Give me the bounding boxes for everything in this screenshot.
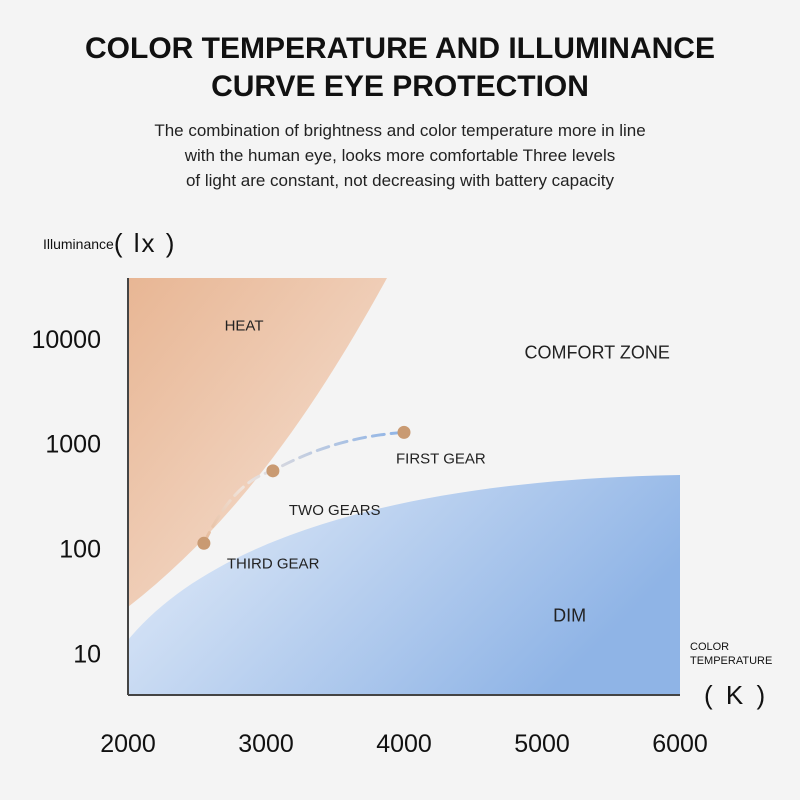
dim-region [128, 475, 680, 695]
x-axis-label-line-2: TEMPERATURE [690, 655, 773, 667]
y-tick-label: 1000 [45, 431, 101, 459]
title-line-2: CURVE EYE PROTECTION [211, 70, 589, 103]
x-tick-label: 5000 [514, 730, 570, 758]
gear-label: THIRD GEAR [227, 555, 320, 572]
region-label: DIM [553, 606, 586, 626]
x-tick-label: 6000 [652, 730, 708, 758]
gear-point [397, 425, 411, 439]
gear-point [266, 464, 280, 478]
y-axis-unit: ( lx ) [113, 228, 177, 258]
region-label: HEAT [225, 317, 264, 334]
x-tick-label: 4000 [376, 730, 432, 758]
x-tick-label: 2000 [100, 730, 156, 758]
subtitle: The combination of brightness and color … [0, 118, 800, 193]
subtitle-line-1: The combination of brightness and color … [154, 121, 646, 140]
region-label: COMFORT ZONE [525, 342, 670, 362]
y-tick-label: 10 [73, 640, 101, 668]
gear-point [197, 536, 211, 550]
x-tick-label: 3000 [238, 730, 294, 758]
subtitle-line-3: of light are constant, not decreasing wi… [185, 171, 615, 190]
subtitle-line-2: with the human eye, looks more comfortab… [184, 146, 616, 165]
y-tick-label: 10000 [31, 326, 101, 354]
title-line-1: COLOR TEMPERATURE AND ILLUMINANCE [85, 32, 715, 65]
x-axis-label: COLOR TEMPERATURE [690, 640, 772, 668]
gear-label: TWO GEARS [289, 502, 381, 519]
y-tick-label: 100 [59, 535, 101, 563]
x-axis-label-line-1: COLOR [690, 641, 730, 653]
y-axis-label-text: Illuminance [43, 236, 114, 252]
page-title: COLOR TEMPERATURE AND ILLUMINANCE CURVE … [0, 30, 800, 106]
x-axis-unit: ( K ) [704, 680, 769, 710]
gear-label: FIRST GEAR [396, 450, 486, 467]
y-axis-label: Illuminance( lx ) [43, 228, 176, 259]
heat-region [128, 278, 387, 607]
